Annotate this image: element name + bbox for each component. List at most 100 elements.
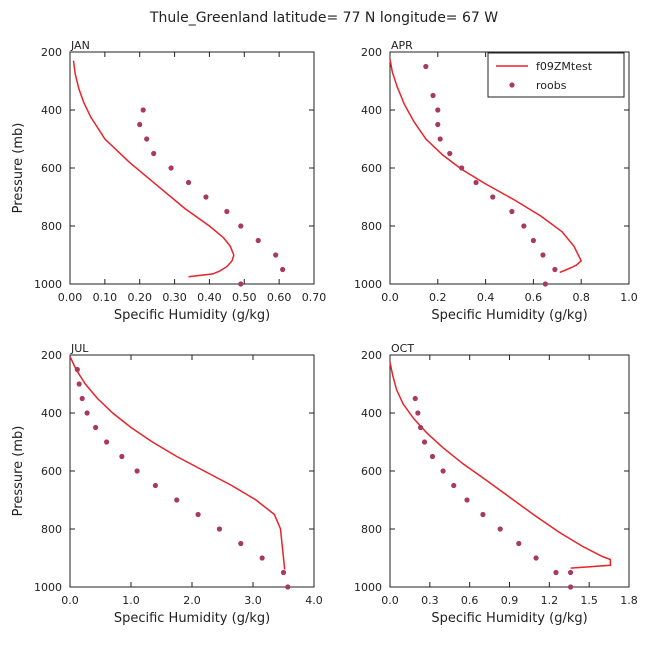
data-point-roobs [567, 569, 574, 576]
panel-label: OCT [391, 342, 414, 355]
y-axis-label: Pressure (mb) [11, 426, 26, 517]
legend-entry: roobs [536, 79, 567, 92]
x-tick-label: 1.8 [620, 594, 638, 607]
data-point-roobs [140, 107, 146, 113]
data-point-roobs [84, 410, 90, 416]
data-point-roobs [415, 410, 421, 416]
data-point-roobs [417, 424, 424, 431]
data-point-roobs [152, 482, 158, 489]
panel-label: APR [391, 39, 413, 52]
x-axis-label: Specific Humidity (g/kg) [431, 611, 587, 626]
data-point-roobs [464, 497, 470, 503]
series-line-f09zmtest [69, 356, 286, 570]
x-tick-label: 1.2 [541, 594, 559, 607]
data-point-roobs [134, 468, 140, 474]
y-tick-label: 800 [41, 220, 62, 233]
data-point-roobs [430, 92, 436, 99]
data-point-roobs [473, 179, 479, 186]
y-tick-label: 800 [361, 220, 382, 233]
x-tick-label: 1.0 [620, 291, 638, 304]
data-point-roobs [144, 136, 150, 142]
x-tick-label: 0.0 [61, 594, 79, 607]
x-axis-label: Specific Humidity (g/kg) [114, 611, 270, 626]
data-point-roobs [421, 439, 428, 445]
x-tick-label: 4.0 [305, 594, 323, 607]
series-line-f09zmtest [389, 362, 612, 569]
data-point-roobs [490, 194, 496, 200]
data-point-roobs [542, 281, 548, 287]
data-point-roobs [497, 526, 503, 532]
y-tick-label: 800 [41, 523, 62, 536]
data-point-roobs [119, 453, 125, 460]
x-tick-label: 0.0 [381, 291, 399, 304]
data-point-roobs [459, 165, 465, 171]
data-point-roobs [185, 179, 192, 186]
data-point-roobs [280, 569, 287, 576]
y-tick-label: 400 [361, 407, 382, 420]
data-point-roobs [285, 584, 291, 590]
y-tick-label: 400 [41, 104, 62, 117]
data-point-roobs [553, 569, 559, 576]
data-point-roobs [137, 121, 143, 128]
x-tick-label: 1.0 [122, 594, 140, 607]
x-tick-label: 0.9 [501, 594, 519, 607]
data-point-roobs [238, 540, 244, 547]
data-point-roobs [238, 223, 244, 229]
x-tick-label: 0.60 [267, 291, 292, 304]
x-tick-label: 0.2 [429, 291, 447, 304]
data-point-roobs [255, 237, 261, 244]
y-tick-label: 600 [41, 465, 62, 478]
chart-panel-oct: OCT 0.0 0.3 0.6 0.9 1.2 1.5 1.8 200 400 600 800 1000… [354, 342, 638, 626]
chart-panel-apr: APR 0.0 0.2 0.4 0.6 0.8 1.0 200 400 600 800 1000 Spe… [354, 39, 638, 323]
data-point-roobs [104, 439, 110, 445]
y-tick-label: 800 [361, 523, 382, 536]
series-line-f09zmtest [72, 60, 235, 278]
x-tick-label: 0.50 [232, 291, 257, 304]
data-point-roobs [423, 63, 429, 70]
y-tick-label: 1000 [34, 581, 62, 594]
data-point-roobs [273, 252, 279, 258]
x-tick-label: 0.0 [381, 594, 399, 607]
data-point-roobs [168, 165, 174, 171]
y-tick-label: 600 [41, 162, 62, 175]
data-point-roobs [151, 150, 157, 157]
chart-panel-jul: JUL 0.0 1.0 2.0 3.0 4.0 200 400 600 800 1000 Specif… [11, 342, 323, 626]
y-tick-label: 1000 [34, 278, 62, 291]
figure-title: Thule_Greenland latitude= 77 N longitude… [149, 10, 498, 26]
x-axis-label: Specific Humidity (g/kg) [114, 308, 270, 323]
data-point-roobs [516, 540, 522, 547]
data-point-roobs [429, 453, 436, 460]
x-tick-label: 1.5 [580, 594, 598, 607]
data-point-roobs [74, 366, 80, 373]
y-tick-label: 200 [361, 46, 382, 59]
data-point-roobs [440, 468, 446, 474]
data-point-roobs [447, 150, 453, 157]
data-point-roobs [552, 266, 558, 273]
x-tick-label: 0.6 [525, 291, 543, 304]
data-point-roobs [509, 208, 515, 215]
legend-point-swatch [509, 82, 515, 88]
x-tick-label: 2.0 [183, 594, 201, 607]
data-point-roobs [435, 107, 441, 113]
legend-box [487, 52, 625, 98]
data-point-roobs [76, 381, 82, 387]
panel-label: JUL [70, 342, 89, 355]
y-tick-label: 600 [361, 465, 382, 478]
x-tick-label: 0.8 [572, 291, 590, 304]
y-tick-label: 1000 [354, 278, 382, 291]
y-tick-label: 1000 [354, 581, 382, 594]
y-tick-label: 400 [361, 104, 382, 117]
chart-panels: JAN 0.00 0.10 0.20 0.30 0.40 0.50 0.60 0.70 200 40… [11, 39, 638, 626]
y-tick-label: 400 [41, 407, 62, 420]
data-point-roobs [530, 237, 537, 244]
panel-label: JAN [70, 39, 90, 52]
legend-entry: f09ZMtest [536, 60, 593, 73]
data-point-roobs [93, 424, 99, 431]
x-tick-label: 0.70 [302, 291, 327, 304]
x-axis-label: Specific Humidity (g/kg) [431, 308, 587, 323]
x-tick-label: 0.20 [127, 291, 152, 304]
plot-frame [69, 51, 315, 285]
data-point-roobs [533, 555, 539, 561]
x-tick-label: 0.6 [461, 594, 479, 607]
